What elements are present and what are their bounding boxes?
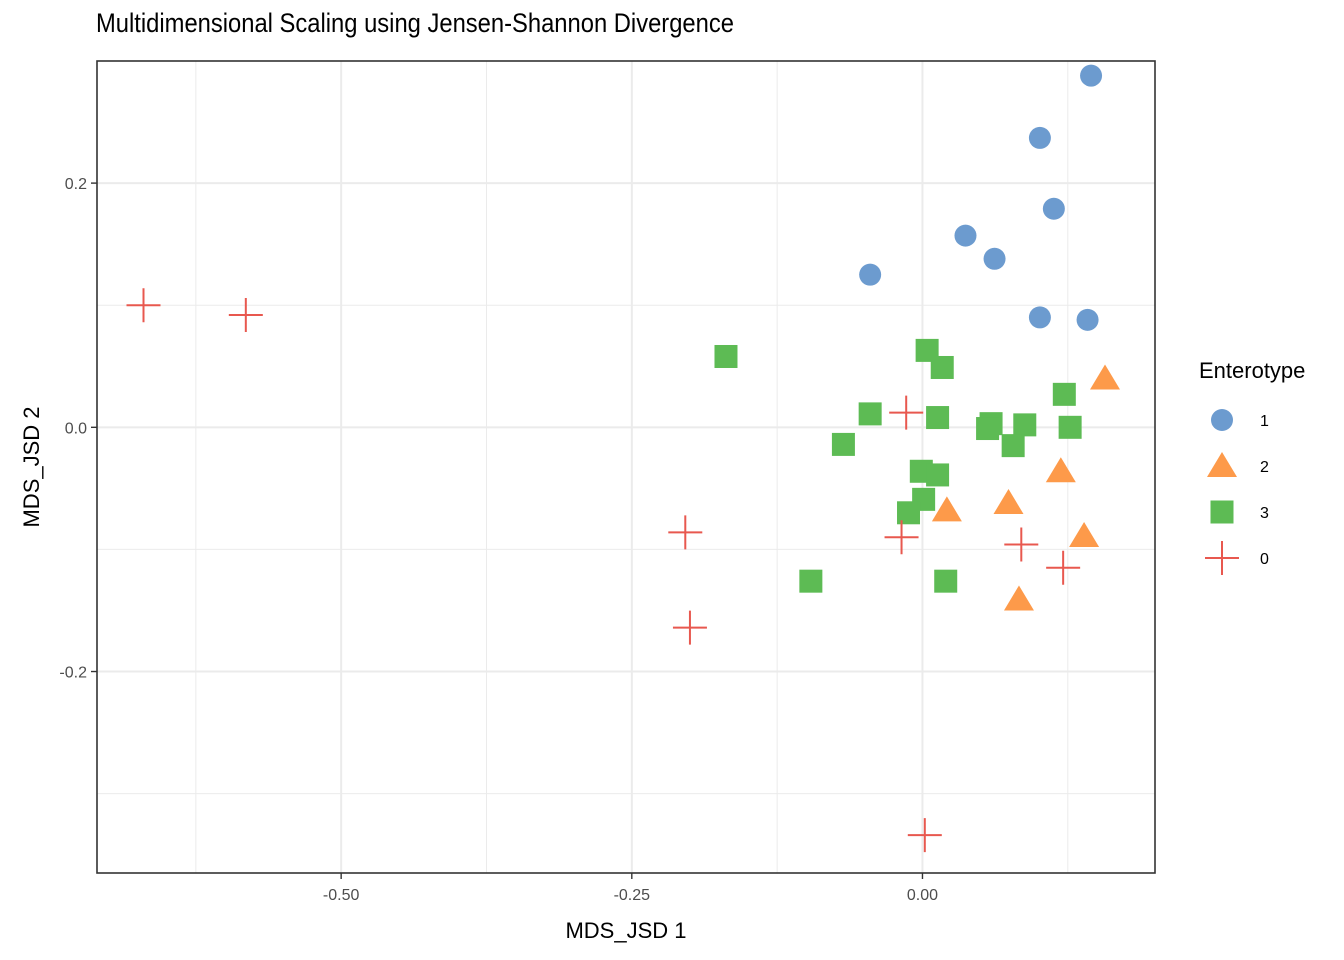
point-enterotype-1 (859, 263, 882, 286)
point-enterotype-0 (126, 288, 161, 323)
point-enterotype-3 (930, 355, 954, 379)
point-enterotype-3 (1052, 382, 1076, 406)
point-enterotype-1 (1042, 197, 1065, 220)
point-enterotype-2 (931, 496, 962, 522)
point-enterotype-0 (672, 610, 707, 645)
y-axis-title: MDS_JSD 2 (19, 406, 44, 527)
point-enterotype-3 (897, 501, 921, 525)
panel-border (96, 60, 1156, 874)
legend-key-2 (1207, 452, 1237, 477)
x-tick-label: -0.25 (614, 887, 651, 904)
point-enterotype-3 (858, 402, 882, 426)
legend-label-0: 0 (1260, 551, 1269, 568)
point-enterotype-1 (1080, 64, 1103, 87)
major-gridlines (97, 61, 1155, 873)
x-axis-ticks: -0.50 -0.25 0.00 (323, 873, 938, 904)
point-enterotype-0 (884, 520, 919, 555)
point-enterotype-3 (799, 569, 823, 593)
point-enterotype-3 (714, 344, 738, 368)
legend-label-2: 2 (1260, 459, 1269, 476)
point-enterotype-1 (1028, 306, 1051, 329)
point-enterotype-2 (993, 489, 1024, 515)
point-enterotype-2 (1003, 585, 1034, 611)
point-enterotype-3 (976, 417, 1000, 441)
y-axis-ticks: -0.2 0.0 0.2 (59, 176, 97, 682)
point-enterotype-1 (1076, 308, 1099, 331)
legend-key-0 (1205, 541, 1239, 575)
legend-key-1 (1211, 409, 1233, 431)
x-tick-label: -0.50 (323, 887, 360, 904)
point-enterotype-1 (954, 224, 977, 247)
data-points (126, 64, 1121, 853)
point-enterotype-1 (983, 247, 1006, 270)
legend-key-3 (1210, 500, 1234, 524)
point-enterotype-3 (934, 569, 958, 593)
legend-label-1: 1 (1260, 413, 1269, 430)
point-enterotype-0 (228, 297, 263, 332)
point-enterotype-0 (889, 395, 924, 430)
x-axis-title: MDS_JSD 1 (565, 918, 686, 943)
point-enterotype-2 (1045, 457, 1076, 483)
x-tick-label: 0.00 (907, 887, 938, 904)
chart-title: Multidimensional Scaling using Jensen-Sh… (96, 8, 734, 38)
point-enterotype-3 (926, 463, 950, 487)
point-enterotype-0 (907, 818, 942, 853)
point-enterotype-3 (1001, 434, 1025, 458)
point-enterotype-0 (1046, 550, 1081, 585)
legend-title: Enterotype (1199, 358, 1305, 383)
point-enterotype-2 (1090, 364, 1121, 390)
y-tick-label: 0.0 (65, 420, 87, 437)
point-enterotype-3 (926, 406, 950, 430)
legend: Enterotype 1 2 3 0 (1199, 358, 1305, 575)
y-tick-label: 0.2 (65, 176, 87, 193)
point-enterotype-0 (1004, 527, 1039, 562)
point-enterotype-3 (831, 432, 855, 456)
point-enterotype-0 (668, 515, 703, 550)
minor-gridlines (97, 61, 1155, 873)
point-enterotype-2 (1069, 521, 1100, 547)
point-enterotype-3 (1058, 415, 1082, 439)
legend-label-3: 3 (1260, 505, 1269, 522)
point-enterotype-1 (1028, 126, 1051, 149)
y-tick-label: -0.2 (59, 665, 87, 682)
point-enterotype-3 (1013, 413, 1037, 437)
